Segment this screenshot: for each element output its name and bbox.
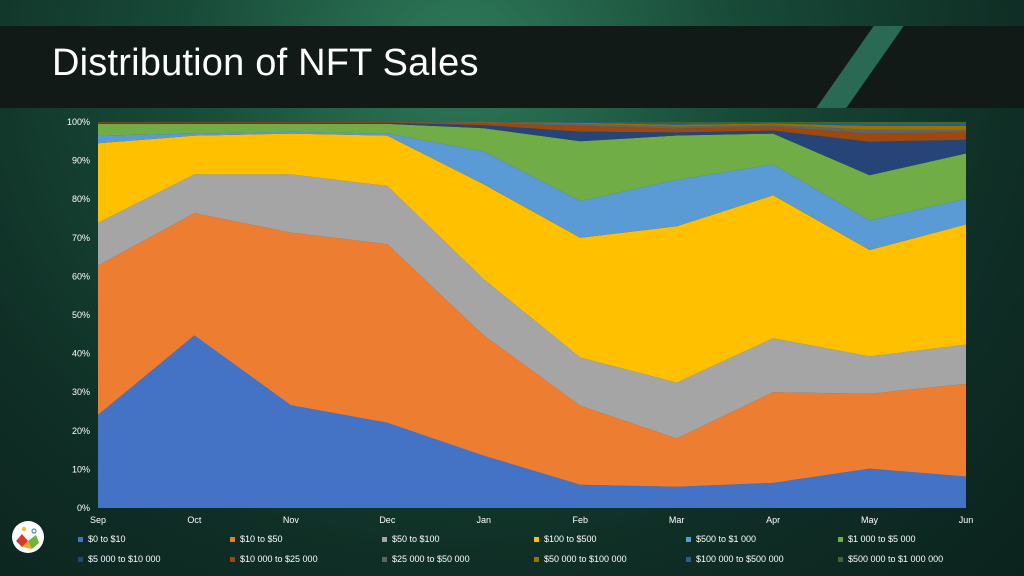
y-tick-label: 40% bbox=[72, 349, 90, 359]
area-series-10 bbox=[98, 122, 966, 126]
legend-item: $0 to $10 bbox=[78, 532, 126, 546]
legend-swatch bbox=[838, 536, 843, 542]
x-tick-label: Sep bbox=[90, 515, 106, 525]
area-series-7 bbox=[98, 122, 966, 142]
title-bar bbox=[0, 26, 1024, 108]
area-series-3 bbox=[98, 133, 966, 383]
page-title: Distribution of NFT Sales bbox=[52, 42, 479, 84]
area-series-8 bbox=[98, 122, 966, 134]
legend-label: $100 to $500 bbox=[544, 534, 597, 544]
legend-swatch bbox=[382, 536, 387, 542]
legend-label: $10 to $50 bbox=[240, 534, 283, 544]
y-tick-label: 60% bbox=[72, 271, 90, 281]
y-tick-label: 10% bbox=[72, 464, 90, 474]
x-tick-label: Feb bbox=[572, 515, 588, 525]
legend-label: $0 to $10 bbox=[88, 534, 126, 544]
legend-swatch bbox=[78, 556, 83, 562]
legend-item: $500 000 to $1 000 000 bbox=[838, 552, 943, 566]
area-series-4 bbox=[98, 131, 966, 250]
x-tick-label: Nov bbox=[283, 515, 300, 525]
x-tick-label: Apr bbox=[766, 515, 780, 525]
legend-swatch bbox=[230, 536, 235, 542]
legend-item: $50 000 to $100 000 bbox=[534, 552, 627, 566]
y-tick-label: 100% bbox=[67, 117, 90, 127]
y-tick-label: 0% bbox=[77, 503, 90, 513]
legend-label: $10 000 to $25 000 bbox=[240, 554, 318, 564]
x-tick-label: Jun bbox=[959, 515, 974, 525]
x-tick-label: May bbox=[861, 515, 879, 525]
area-series-1 bbox=[98, 213, 966, 487]
x-tick-label: Oct bbox=[187, 515, 202, 525]
area-series-9 bbox=[98, 122, 966, 130]
area-series-5 bbox=[98, 123, 966, 221]
legend-swatch bbox=[838, 556, 843, 562]
y-tick-label: 80% bbox=[72, 194, 90, 204]
legend-item: $100 to $500 bbox=[534, 532, 597, 546]
chart-legend: $0 to $10 $10 to $50 $50 to $100 $100 to $5… bbox=[78, 532, 978, 572]
legend-label: $50 000 to $100 000 bbox=[544, 554, 627, 564]
legend-item: $10 to $50 bbox=[230, 532, 283, 546]
brand-logo bbox=[12, 521, 44, 553]
y-tick-label: 30% bbox=[72, 387, 90, 397]
legend-label: $5 000 to $10 000 bbox=[88, 554, 161, 564]
legend-item: $1 000 to $5 000 bbox=[838, 532, 916, 546]
legend-swatch bbox=[534, 556, 539, 562]
legend-item: $5 000 to $10 000 bbox=[78, 552, 161, 566]
area-series-2 bbox=[98, 174, 966, 439]
legend-label: $1 000 to $5 000 bbox=[848, 534, 916, 544]
y-tick-label: 20% bbox=[72, 426, 90, 436]
legend-item: $25 000 to $50 000 bbox=[382, 552, 470, 566]
legend-swatch bbox=[230, 556, 235, 562]
legend-swatch bbox=[686, 556, 691, 562]
legend-swatch bbox=[382, 556, 387, 562]
legend-swatch bbox=[78, 536, 83, 542]
legend-item: $50 to $100 bbox=[382, 532, 440, 546]
area-series-11 bbox=[98, 122, 966, 124]
legend-label: $500 000 to $1 000 000 bbox=[848, 554, 944, 564]
legend-item: $10 000 to $25 000 bbox=[230, 552, 318, 566]
legend-label: $100 000 to $500 000 bbox=[696, 554, 784, 564]
x-tick-label: Dec bbox=[379, 515, 396, 525]
legend-label: $50 to $100 bbox=[392, 534, 440, 544]
legend-swatch bbox=[534, 536, 539, 542]
y-tick-label: 90% bbox=[72, 156, 90, 166]
legend-item: $100 000 to $500 000 bbox=[686, 552, 784, 566]
area-series-0 bbox=[98, 335, 966, 508]
legend-swatch bbox=[686, 536, 691, 542]
y-tick-label: 70% bbox=[72, 233, 90, 243]
legend-label: $25 000 to $50 000 bbox=[392, 554, 470, 564]
legend-label: $500 to $1 000 bbox=[696, 534, 757, 544]
x-tick-label: Jan bbox=[477, 515, 492, 525]
y-tick-label: 50% bbox=[72, 310, 90, 320]
legend-item: $500 to $1 000 bbox=[686, 532, 756, 546]
x-tick-label: Mar bbox=[669, 515, 685, 525]
area-series-6 bbox=[98, 122, 966, 176]
